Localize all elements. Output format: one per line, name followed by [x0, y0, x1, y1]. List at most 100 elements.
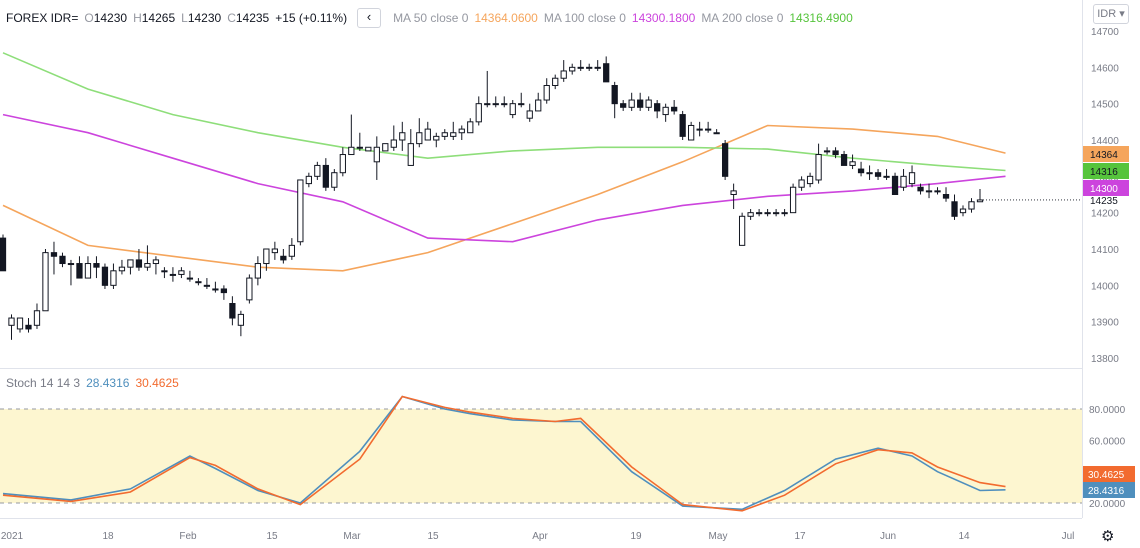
low-label: L: [181, 11, 188, 25]
candle-body: [348, 146, 355, 156]
price-tick-label: 14600: [1091, 63, 1119, 74]
change-value: +15 (+0.11%): [275, 11, 348, 25]
candle-body: [968, 201, 975, 210]
candle-body: [297, 179, 304, 243]
currency-label: IDR: [1097, 8, 1117, 20]
candle-body: [271, 248, 278, 254]
stoch-line-stoch_d: [2, 395, 1006, 512]
open-value: 14230: [93, 11, 128, 25]
candle-body: [959, 208, 967, 214]
candle-body: [220, 288, 228, 294]
candle-body: [552, 77, 559, 86]
candle-body: [186, 277, 194, 280]
ma50-label: MA 50 close 0: [393, 11, 469, 25]
ma-line-ma100: [2, 113, 1006, 243]
candle-body: [433, 135, 440, 141]
price-axis-tag: [1083, 146, 1129, 162]
candle-body: [110, 270, 117, 286]
candle-body: [679, 114, 686, 137]
candle-body: [696, 128, 703, 131]
candle-body: [951, 201, 958, 217]
candle-body: [195, 281, 202, 284]
candle-body: [467, 121, 474, 134]
high-value: 14265: [141, 11, 176, 25]
time-tick-label: Jun: [880, 531, 896, 542]
ma100-value: 14300.1800: [631, 11, 696, 25]
candle-body: [382, 143, 389, 152]
candle-body: [637, 99, 644, 108]
candle-body: [866, 172, 873, 175]
candle-body: [314, 164, 321, 177]
candle-body: [475, 103, 482, 123]
price-axis-tag-label: 14364: [1090, 150, 1118, 161]
candle-body: [8, 317, 15, 326]
candle-body: [713, 132, 720, 135]
candle-body: [101, 266, 109, 286]
candle-body: [161, 270, 168, 273]
candle-body: [806, 175, 814, 185]
time-tick-label: Mar: [343, 531, 361, 542]
candle-body: [535, 99, 542, 112]
price-axis-tag: [1083, 180, 1129, 196]
time-tick-label: 18: [102, 531, 114, 542]
settings-gear-icon[interactable]: ⚙: [1101, 528, 1115, 545]
candle-body: [611, 85, 618, 105]
candle-body: [441, 132, 448, 137]
candle-body: [492, 103, 499, 106]
candle-body: [0, 237, 7, 272]
currency-button[interactable]: IDR ▾: [1093, 4, 1129, 24]
stoch-tick-label: 20.0000: [1089, 499, 1126, 510]
candle-body: [603, 63, 610, 83]
candle-body: [815, 154, 822, 181]
stoch-d-tag: [1083, 466, 1135, 482]
price-legend: FOREX IDR= O14230 H14265 L14230 C14235 +…: [6, 8, 853, 28]
candle-body: [93, 263, 100, 268]
candle-body: [891, 175, 899, 195]
candle-body: [407, 143, 414, 166]
time-tick-label: 19: [630, 531, 642, 542]
candle-body: [764, 212, 771, 215]
candle-body: [518, 103, 525, 106]
candle-body: [399, 132, 406, 141]
candle-body: [908, 172, 916, 185]
candle-body: [458, 128, 465, 134]
candle-body: [671, 106, 678, 112]
candle-body: [203, 284, 211, 287]
candle-body: [543, 85, 550, 101]
candle-body: [577, 66, 584, 69]
stoch-k-tag-label: 28.4316: [1088, 486, 1125, 497]
candle-body: [390, 139, 397, 148]
ma50-value: 14364.0600: [474, 11, 538, 25]
candle-body: [280, 255, 287, 261]
candle-body: [229, 303, 236, 319]
stoch-tick-label: 80.0000: [1089, 405, 1126, 416]
candle-body: [450, 132, 457, 137]
candle-body: [840, 154, 848, 166]
candle-body: [501, 103, 508, 106]
candle-body: [339, 154, 346, 174]
time-tick-label: 15: [427, 531, 439, 542]
candle-body: [322, 164, 329, 188]
price-tick-label: 13800: [1091, 354, 1119, 365]
candle-body: [509, 103, 516, 116]
candle-body: [823, 150, 831, 153]
candle-body: [526, 110, 533, 119]
stoch-legend: Stoch 14 14 3 28.4316 30.4625: [6, 376, 179, 390]
stoch-d-value: 30.4625: [135, 376, 179, 390]
stoch-d-tag-label: 30.4625: [1088, 470, 1125, 481]
time-tick-label: 2021: [1, 531, 24, 542]
candle-body: [654, 103, 661, 112]
candle-body: [178, 270, 185, 275]
candle-body: [569, 66, 576, 72]
collapse-legend-button[interactable]: ‹: [357, 8, 382, 28]
candle-body: [144, 263, 151, 268]
candle-body: [586, 66, 593, 69]
time-tick-label: Apr: [532, 531, 548, 542]
time-tick-label: Jul: [1062, 531, 1075, 542]
candle-body: [33, 310, 41, 326]
price-tick-label: 14100: [1091, 245, 1119, 256]
candle-body: [331, 172, 338, 188]
time-tick-label: 17: [794, 531, 806, 542]
candle-body: [373, 146, 380, 163]
